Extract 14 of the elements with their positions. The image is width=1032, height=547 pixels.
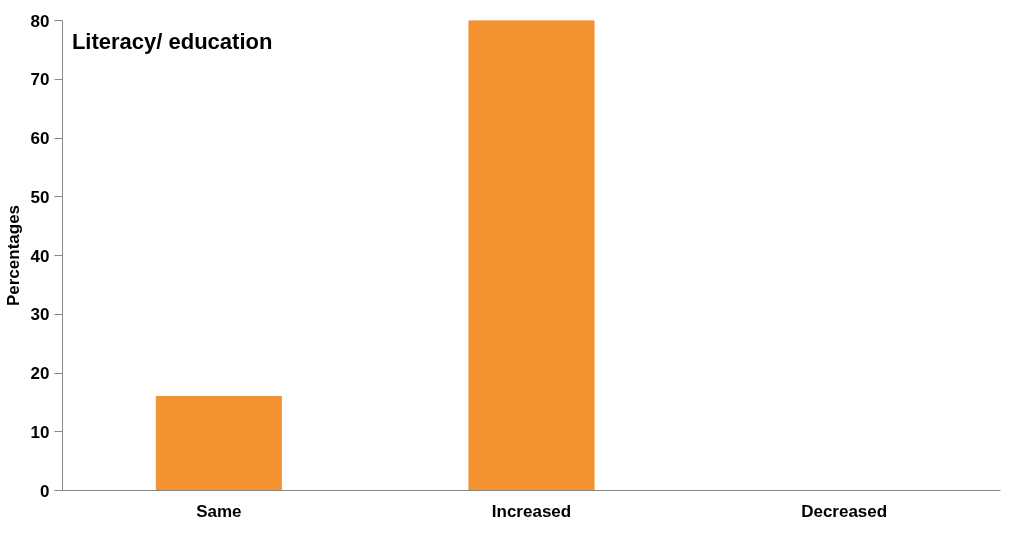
y-tick-label: 50	[30, 187, 50, 207]
x-tick-label: Increased	[491, 501, 572, 521]
y-tick-label: 30	[30, 305, 50, 325]
y-tick-label: 20	[30, 364, 50, 383]
x-tick-label: Same	[196, 501, 242, 521]
y-tick-label: 60	[30, 129, 50, 148]
y-tick-label: 0	[40, 481, 50, 501]
y-tick-label: 10	[30, 422, 50, 442]
y-tick-label: 40	[30, 246, 50, 266]
y-tick-label: 70	[30, 70, 50, 90]
chart-title: Literacy/ education	[71, 28, 273, 54]
x-tick-label: Decreased	[801, 501, 888, 521]
y-tick-label: 80	[30, 11, 50, 31]
y-axis-title: Percentages	[3, 204, 23, 307]
